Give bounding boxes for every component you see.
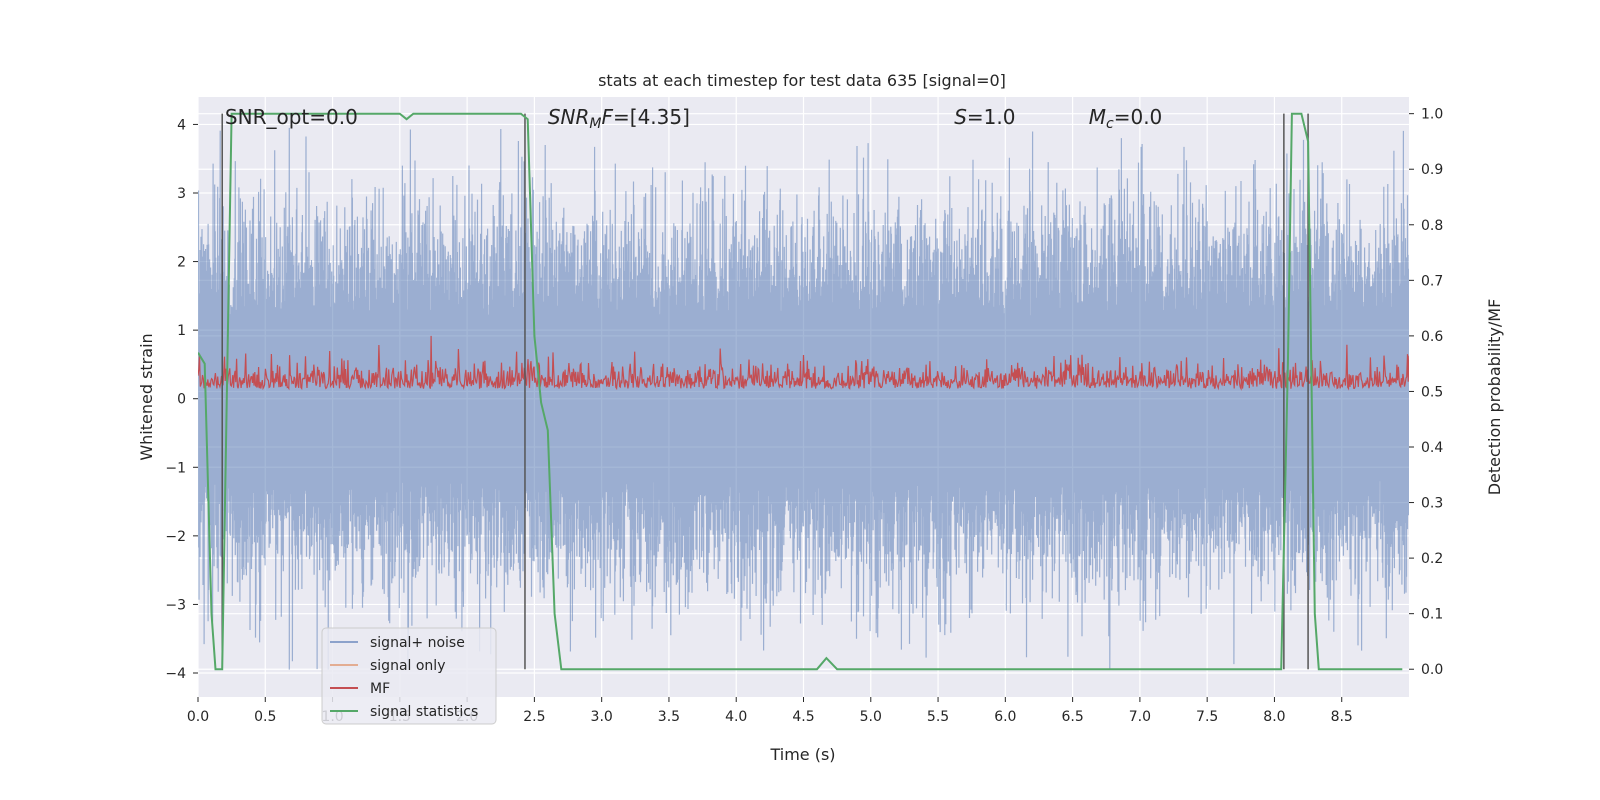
annotation: SNR_opt=0.0 [225, 105, 358, 129]
x-tick-label: 3.0 [591, 709, 613, 725]
x-tick-label: 5.0 [860, 709, 882, 725]
y-tick-label-left: 0 [177, 392, 186, 408]
y-tick-label-right: 0.2 [1421, 551, 1443, 567]
y-tick-label-left: −3 [165, 597, 186, 613]
y-tick-label-left: 4 [177, 117, 186, 133]
annotation: S=1.0 [954, 105, 1015, 129]
y-axis-label-left: Whitened strain [137, 333, 156, 460]
y-tick-label-right: 0.1 [1421, 607, 1443, 623]
y-tick-label-right: 1.0 [1421, 107, 1443, 123]
y-tick-label-right: 0.0 [1421, 662, 1443, 678]
x-tick-label: 7.5 [1196, 709, 1218, 725]
y-tick-label-right: 0.6 [1421, 329, 1443, 345]
legend-entry: signal only [370, 658, 445, 674]
y-tick-label-right: 0.9 [1421, 162, 1443, 178]
annotations: SNR_opt=0.0 SNRMF=[4.35] S=1.0 Mc=0.0 [225, 105, 1162, 132]
legend-entry: MF [370, 681, 390, 697]
series-mf [198, 335, 1409, 391]
y-tick-label-left: −2 [165, 529, 186, 545]
legend-entry: signal+ noise [370, 635, 465, 651]
series-signal-statistics [198, 112, 1403, 671]
x-tick-label: 8.5 [1331, 709, 1353, 725]
chart-title: stats at each timestep for test data 635… [598, 71, 1006, 90]
legend-entry: signal statistics [370, 704, 478, 720]
annotation: SNRMF=[4.35] [548, 105, 690, 132]
y-tick-label-left: 2 [177, 255, 186, 271]
x-tick-label: 4.0 [725, 709, 747, 725]
y-axis-label-right: Detection probability/MF [1485, 299, 1504, 496]
x-tick-label: 7.0 [1129, 709, 1151, 725]
y-tick-label-left: −1 [165, 460, 186, 476]
y-ticks-right: 1.0 0.9 0.8 0.7 0.6 0.5 0.4 0.3 0.2 0.1 0.0 [1409, 107, 1443, 678]
y-tick-label-right: 0.4 [1421, 440, 1443, 456]
x-tick-label: 8.0 [1263, 709, 1285, 725]
y-tick-label-left: −4 [165, 666, 186, 682]
y-tick-label-right: 0.8 [1421, 218, 1443, 234]
series-signal-noise [198, 127, 1409, 670]
legend-box [321, 627, 497, 725]
annotation: Mc=0.0 [1089, 105, 1163, 132]
x-tick-label: 3.5 [658, 709, 680, 725]
y-tick-label-left: 1 [177, 323, 186, 339]
y-tick-label-right: 0.3 [1421, 496, 1443, 512]
y-tick-label-right: 0.5 [1421, 384, 1443, 400]
y-ticks-left: 4 3 2 1 0 −1 −2 −3 −4 [165, 117, 198, 682]
x-tick-label: 6.0 [994, 709, 1016, 725]
x-tick-label: 0.0 [187, 709, 209, 725]
x-tick-label: 5.5 [927, 709, 949, 725]
x-tick-label: 0.5 [254, 709, 276, 725]
x-tick-label: 6.5 [1061, 709, 1083, 725]
y-tick-label-left: 3 [177, 186, 186, 202]
x-tick-label: 2.5 [523, 709, 545, 725]
legend: signal+ noise signal only MF signal statist… [321, 627, 497, 725]
x-tick-label: 4.5 [792, 709, 814, 725]
y-tick-label-right: 0.7 [1421, 273, 1443, 289]
x-axis-label: Time (s) [769, 745, 835, 764]
